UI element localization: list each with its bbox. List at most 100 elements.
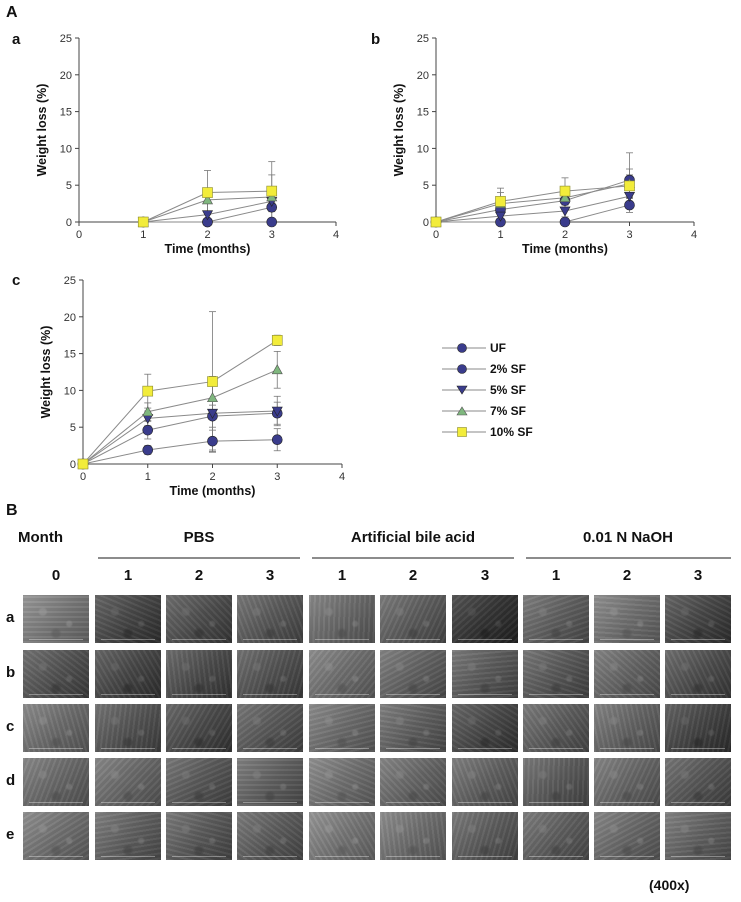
- sem-image: [523, 812, 589, 860]
- scale-bar: [600, 802, 654, 803]
- sem-image: [523, 595, 589, 643]
- y-tick-label: 0: [423, 217, 429, 229]
- x-axis-label: Time (months): [522, 242, 608, 256]
- x-tick-label: 1: [497, 229, 503, 241]
- scale-bar: [529, 748, 583, 749]
- sem-image: [665, 595, 731, 643]
- scale-bar: [386, 694, 440, 695]
- data-point: [494, 211, 507, 222]
- scale-bar: [600, 856, 654, 857]
- data-point: [430, 216, 442, 228]
- sem-image: [665, 812, 731, 860]
- scale-bar: [671, 694, 725, 695]
- y-tick-label: 20: [60, 70, 72, 82]
- sem-image: [523, 704, 589, 752]
- y-tick-label: 10: [64, 385, 76, 397]
- legend-item: 2% SF: [440, 359, 600, 380]
- data-point: [206, 392, 219, 403]
- legend-marker: [442, 427, 486, 437]
- group-label-bile: Artificial bile acid: [350, 529, 476, 546]
- sem-image: [23, 812, 89, 860]
- x-tick-label: 4: [691, 229, 697, 241]
- series-line: [435, 183, 630, 223]
- y-tick-label: 15: [417, 107, 429, 119]
- x-tick-label: 3: [274, 471, 280, 483]
- y-axis-label: Weight loss (%): [35, 84, 49, 177]
- sem-image: [594, 704, 660, 752]
- series-line: [82, 369, 278, 465]
- sem-image: [452, 650, 518, 698]
- y-axis-label: Weight loss (%): [39, 326, 53, 419]
- sem-image: [95, 812, 161, 860]
- sem-image: [523, 650, 589, 698]
- sem-image: [166, 704, 232, 752]
- data-point: [266, 191, 278, 202]
- scale-bar: [315, 639, 369, 640]
- sem-image: [665, 650, 731, 698]
- data-point: [271, 335, 283, 346]
- x-tick-label: 3: [626, 229, 632, 241]
- y-tick-label: 0: [66, 217, 72, 229]
- series-line: [436, 204, 630, 223]
- x-tick-label: 1: [140, 229, 146, 241]
- scale-bar: [600, 639, 654, 640]
- scale-bar: [386, 802, 440, 803]
- y-tick-label: 25: [60, 33, 72, 45]
- legend-marker: [442, 385, 486, 395]
- group-underline-pbs: [98, 557, 300, 559]
- sem-image: [237, 650, 303, 698]
- row-label: a: [6, 609, 15, 626]
- column-label: 3: [693, 567, 703, 584]
- data-point: [266, 216, 278, 228]
- column-label: 1: [337, 567, 347, 584]
- x-axis-label: Time (months): [170, 484, 256, 498]
- x-tick-label: 2: [204, 229, 210, 241]
- group-label-pbs: PBS: [183, 529, 215, 546]
- series-line: [435, 185, 630, 223]
- sem-image: [95, 758, 161, 806]
- group-label-naoh: 0.01 N NaOH: [582, 529, 674, 546]
- scale-bar: [458, 748, 512, 749]
- sem-image: [23, 758, 89, 806]
- scale-bar: [172, 639, 226, 640]
- data-point: [623, 191, 636, 202]
- y-tick-label: 10: [60, 143, 72, 155]
- x-tick-label: 2: [209, 471, 215, 483]
- legend-label: 5% SF: [490, 383, 527, 397]
- legend-item: 5% SF: [440, 380, 600, 401]
- scale-bar: [172, 802, 226, 803]
- y-tick-label: 20: [64, 312, 76, 324]
- data-point: [142, 406, 154, 417]
- scale-bar: [101, 802, 155, 803]
- legend-label: 10% SF: [490, 425, 533, 439]
- scale-bar: [671, 856, 725, 857]
- y-tick-label: 20: [417, 70, 429, 82]
- y-tick-label: 0: [70, 459, 76, 471]
- sem-image: [380, 758, 446, 806]
- sem-image: [594, 595, 660, 643]
- column-label: 1: [551, 567, 561, 584]
- scale-bar: [172, 748, 226, 749]
- legend-marker: [442, 406, 486, 416]
- column-label: 3: [265, 567, 275, 584]
- scale-bar: [101, 694, 155, 695]
- sem-image: [594, 812, 660, 860]
- y-tick-label: 5: [66, 180, 72, 192]
- sem-image: [665, 758, 731, 806]
- sem-image: [237, 595, 303, 643]
- scale-bar: [101, 748, 155, 749]
- scale-bar: [101, 856, 155, 857]
- x-tick-label: 0: [433, 229, 439, 241]
- scale-bar: [386, 748, 440, 749]
- y-tick-label: 15: [64, 349, 76, 361]
- x-tick-label: 4: [333, 229, 339, 241]
- sem-image: [166, 812, 232, 860]
- scale-bar: [101, 639, 155, 640]
- sem-image: [309, 595, 375, 643]
- scale-bar: [529, 639, 583, 640]
- sem-image: [594, 650, 660, 698]
- sem-image: [166, 650, 232, 698]
- x-tick-label: 0: [80, 471, 86, 483]
- sem-image: [665, 704, 731, 752]
- scale-bar: [243, 856, 297, 857]
